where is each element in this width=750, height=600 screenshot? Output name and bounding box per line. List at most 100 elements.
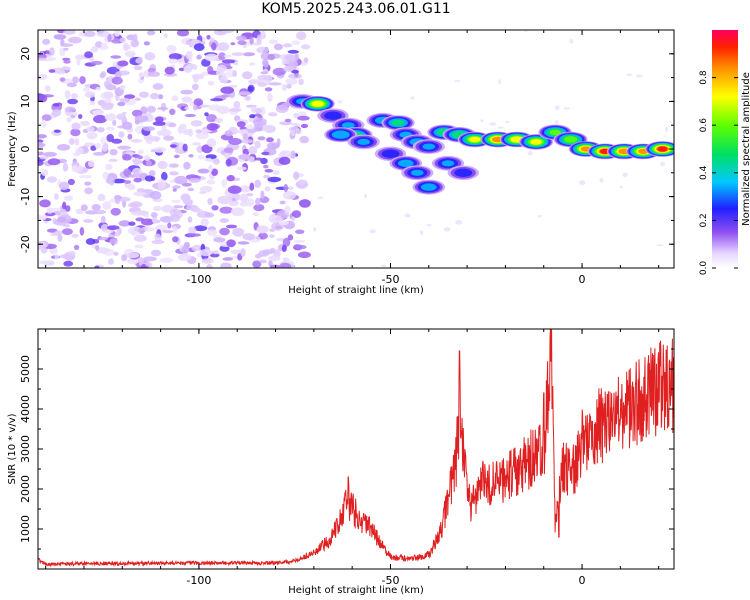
- signal-contour: [564, 136, 578, 143]
- noise-speckle: [64, 106, 76, 113]
- noise-speckle: [161, 171, 168, 181]
- noise-speckle: [233, 101, 241, 108]
- faint-speckle: [426, 224, 432, 227]
- noise-speckle: [206, 114, 217, 123]
- noise-speckle: [291, 40, 300, 46]
- noise-speckle: [133, 234, 147, 242]
- noise-speckle: [272, 67, 286, 76]
- noise-speckle: [213, 237, 226, 243]
- noise-speckle: [110, 207, 121, 216]
- noise-speckle: [157, 160, 168, 170]
- noise-speckle: [178, 67, 185, 72]
- noise-speckle: [199, 104, 210, 108]
- noise-speckle: [278, 156, 291, 165]
- noise-speckle: [237, 241, 250, 245]
- faint-speckle: [622, 172, 628, 178]
- faint-speckle: [599, 178, 604, 183]
- noise-speckle: [126, 252, 140, 259]
- noise-speckle: [179, 123, 187, 130]
- noise-speckle: [201, 258, 214, 264]
- noise-speckle: [47, 158, 61, 166]
- noise-speckle: [211, 168, 219, 176]
- noise-speckle: [171, 199, 181, 203]
- noise-speckle: [236, 35, 247, 41]
- noise-speckle: [127, 183, 136, 191]
- noise-speckle: [275, 104, 289, 114]
- noise-speckle: [99, 72, 105, 79]
- noise-speckle: [257, 82, 267, 87]
- colorbar-tick-label: 0.6: [699, 118, 709, 133]
- noise-speckle: [233, 62, 239, 66]
- noise-speckle: [257, 136, 266, 141]
- y-tick-label: -20: [19, 235, 32, 253]
- noise-speckle: [119, 37, 126, 43]
- noise-speckle: [38, 151, 45, 156]
- noise-speckle: [282, 237, 291, 247]
- noise-speckle: [134, 97, 141, 101]
- noise-speckle: [151, 217, 157, 224]
- noise-speckle: [58, 181, 70, 191]
- noise-speckle: [169, 108, 176, 116]
- noise-speckle: [254, 179, 262, 188]
- noise-speckle: [96, 30, 110, 38]
- faint-speckle: [569, 38, 574, 44]
- noise-speckle: [80, 122, 90, 127]
- noise-speckle: [43, 56, 57, 62]
- noise-speckle: [146, 105, 156, 113]
- noise-speckle: [291, 69, 299, 74]
- noise-speckle: [139, 91, 149, 98]
- noise-speckle: [279, 121, 293, 126]
- noise-speckle: [79, 227, 85, 236]
- noise-speckle: [39, 199, 51, 208]
- faint-speckle: [626, 73, 633, 77]
- noise-speckle: [46, 207, 53, 214]
- colorbar-tick-label: 0.8: [699, 70, 709, 85]
- noise-speckle: [267, 53, 276, 61]
- noise-speckle: [221, 30, 234, 34]
- noise-speckle: [110, 55, 122, 59]
- noise-speckle: [153, 146, 167, 153]
- noise-speckle: [291, 210, 302, 219]
- faint-speckle: [454, 80, 461, 83]
- noise-speckle: [249, 36, 254, 45]
- noise-speckle: [127, 133, 133, 140]
- noise-speckle: [72, 76, 79, 84]
- noise-speckle: [63, 59, 71, 64]
- noise-speckle: [67, 178, 75, 186]
- noise-speckle: [134, 244, 144, 249]
- noise-speckle: [123, 168, 132, 177]
- noise-speckle: [71, 93, 78, 99]
- noise-speckle: [232, 70, 237, 77]
- noise-speckle: [264, 169, 274, 173]
- noise-speckle: [213, 158, 220, 165]
- noise-speckle: [168, 53, 182, 60]
- noise-speckle: [138, 227, 145, 235]
- noise-speckle: [149, 92, 159, 100]
- noise-speckle: [253, 204, 265, 212]
- noise-speckle: [288, 126, 299, 133]
- noise-speckle: [53, 129, 61, 133]
- faint-speckle: [635, 74, 643, 78]
- signal-contour: [357, 138, 371, 145]
- noise-speckle: [284, 205, 291, 214]
- noise-speckle: [83, 30, 96, 37]
- noise-speckle: [283, 191, 296, 200]
- noise-speckle: [109, 198, 117, 203]
- noise-speckle: [230, 42, 236, 46]
- noise-speckle: [269, 214, 278, 219]
- noise-speckle: [90, 60, 103, 65]
- noise-speckle: [200, 218, 209, 227]
- noise-speckle: [91, 204, 101, 211]
- noise-speckle: [211, 205, 219, 211]
- y-tick-label: 10: [19, 94, 32, 108]
- noise-speckle: [108, 176, 115, 186]
- noise-speckle: [106, 225, 120, 231]
- noise-speckle: [144, 155, 151, 162]
- noise-speckle: [269, 247, 276, 254]
- colorbar-label: Normalized spectral amplitude: [741, 72, 750, 226]
- signal-contour: [422, 143, 436, 150]
- noise-speckle: [169, 214, 181, 222]
- noise-speckle: [268, 82, 282, 86]
- colorbar-axis: 0.0 0.2 0.4 0.6 0.8: [699, 70, 738, 275]
- noise-speckle: [196, 54, 202, 60]
